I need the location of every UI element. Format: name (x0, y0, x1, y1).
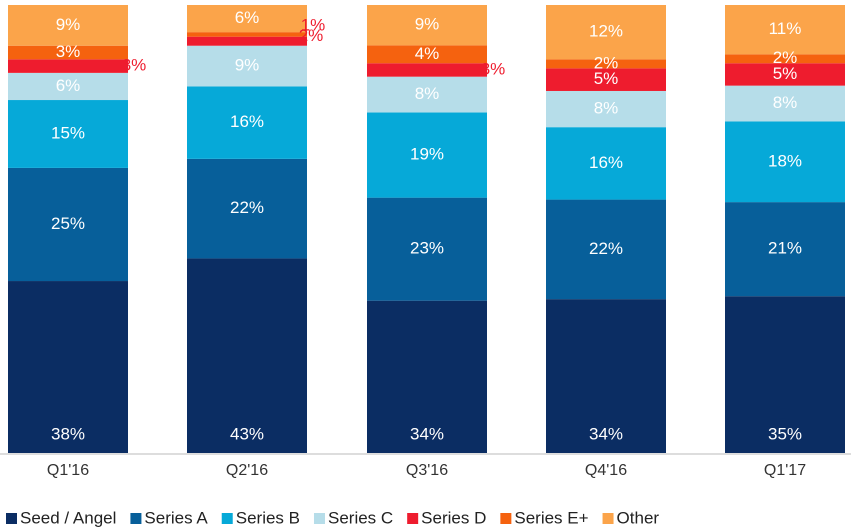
segment-label-series-e-1: 1% (301, 16, 326, 35)
legend-swatch-series-c (313, 513, 325, 524)
legend-swatch-series-b (221, 513, 233, 524)
segment-label-series-b-2: 19% (410, 145, 444, 164)
legend-swatch-series-a (130, 513, 142, 524)
bar-segment-series-e-4 (725, 54, 845, 64)
segment-label-series-c-4: 8% (773, 93, 798, 112)
bar-segment-series-e-1 (187, 32, 307, 37)
bar-segment-series-a-0 (8, 167, 128, 282)
segment-label-seed-angel-0: 38% (51, 424, 85, 443)
segment-label-series-c-1: 9% (235, 56, 260, 75)
legend-swatch-series-e (500, 513, 512, 524)
bar-segment-series-a-4 (725, 202, 845, 297)
segment-label-series-d-4: 5% (773, 64, 798, 83)
bar-segment-series-b-0 (8, 100, 128, 168)
segment-label-series-d-1: 2% (299, 26, 324, 45)
segment-label-series-b-1: 16% (230, 112, 264, 131)
x-tick-label-4: Q1'17 (764, 462, 806, 479)
legend: Seed / Angel Series A Series B Series C Seri… (6, 508, 659, 527)
legend-swatch-other (602, 513, 614, 524)
segment-label-seed-angel-2: 34% (410, 424, 444, 443)
bar-segment-series-d-2 (367, 63, 487, 77)
bar-segment-series-e-0 (8, 45, 128, 60)
segment-label-series-a-3: 22% (589, 239, 623, 258)
segment-label-other-3: 12% (589, 22, 623, 41)
bar-segment-series-e-3 (546, 59, 666, 69)
bar-segment-series-c-1 (187, 45, 307, 87)
bar-segment-series-d-3 (546, 68, 666, 91)
x-tick-label-3: Q4'16 (585, 462, 627, 479)
segment-label-series-b-0: 15% (51, 123, 85, 142)
segment-label-seed-angel-3: 34% (589, 424, 623, 443)
segment-label-series-c-2: 8% (415, 84, 440, 103)
bar-segment-other-1 (187, 5, 307, 33)
legend-label-series-e: Series E+ (514, 508, 588, 527)
x-tick-labels: Q1'16 Q2'16 Q3'16 Q4'16 Q1'17 (47, 462, 806, 479)
segment-label-series-d-0: 3% (122, 56, 147, 75)
x-tick-label-0: Q1'16 (47, 462, 89, 479)
bar-segment-series-e-2 (367, 45, 487, 64)
bar-segment-series-c-3 (546, 90, 666, 128)
bar-segment-series-a-1 (187, 158, 307, 259)
segment-label-series-b-4: 18% (768, 151, 802, 170)
bar-segment-series-a-3 (546, 199, 666, 300)
bar-segment-series-d-0 (8, 59, 128, 73)
segment-label-series-e-2: 4% (415, 44, 440, 63)
segment-label-seed-angel-4: 35% (768, 424, 802, 443)
segment-label-other-0: 9% (56, 15, 81, 34)
bar-segment-series-b-1 (187, 86, 307, 159)
segment-label-other-4: 11% (769, 19, 802, 38)
segment-label-series-e-4: 2% (773, 48, 798, 67)
bar-segment-seed-angel-4 (725, 296, 845, 453)
segment-label-other-2: 9% (415, 15, 440, 34)
bar-segment-seed-angel-2 (367, 300, 487, 453)
bar-segment-seed-angel-1 (187, 258, 307, 453)
x-tick-label-1: Q2'16 (226, 462, 268, 479)
segment-label-series-c-3: 8% (594, 99, 619, 118)
bar-segment-series-c-4 (725, 85, 845, 122)
segment-label-series-a-2: 23% (410, 239, 444, 258)
segment-label-series-e-3: 2% (594, 53, 619, 72)
segment-label-series-a-4: 21% (768, 239, 802, 258)
bar-segment-other-2 (367, 5, 487, 46)
bars-layer (8, 5, 845, 453)
segment-label-series-a-0: 25% (51, 214, 85, 233)
bar-segment-series-d-4 (725, 63, 845, 86)
legend-label-seed-angel: Seed / Angel (20, 508, 116, 527)
bar-segment-seed-angel-3 (546, 299, 666, 453)
segment-label-series-a-1: 22% (230, 198, 264, 217)
segment-label-series-c-0: 6% (56, 76, 81, 95)
legend-label-series-c: Series C (328, 508, 393, 527)
bar-segment-seed-angel-0 (8, 281, 128, 453)
bar-segment-series-a-2 (367, 197, 487, 301)
bar-segment-series-b-4 (725, 121, 845, 203)
segment-labels-layer: 38%25%15%6%3%3%9%43%22%16%9%2%1%6%34%23%… (51, 8, 802, 443)
bar-segment-series-d-1 (187, 36, 307, 46)
bar-segment-other-3 (546, 5, 666, 60)
legend-label-series-a: Series A (144, 508, 208, 527)
segment-label-seed-angel-1: 43% (230, 424, 264, 443)
legend-label-series-d: Series D (421, 508, 486, 527)
legend-swatch-series-d (407, 513, 419, 524)
bar-segment-series-c-2 (367, 76, 487, 113)
legend-swatch-seed-angel (6, 513, 17, 524)
segment-label-series-d-3: 5% (594, 69, 619, 88)
legend-label-series-b: Series B (236, 508, 300, 527)
segment-label-other-1: 6% (235, 8, 260, 27)
bar-segment-series-c-0 (8, 72, 128, 101)
bar-segment-other-0 (8, 5, 128, 46)
bar-segment-series-b-3 (546, 127, 666, 200)
segment-label-series-e-0: 3% (56, 42, 81, 61)
segment-label-series-d-2: 3% (481, 59, 506, 78)
bar-segment-other-4 (725, 5, 845, 55)
segment-label-series-b-3: 16% (589, 153, 623, 172)
legend-label-other: Other (617, 508, 660, 527)
bar-segment-series-b-2 (367, 112, 487, 198)
x-tick-label-2: Q3'16 (406, 462, 448, 479)
